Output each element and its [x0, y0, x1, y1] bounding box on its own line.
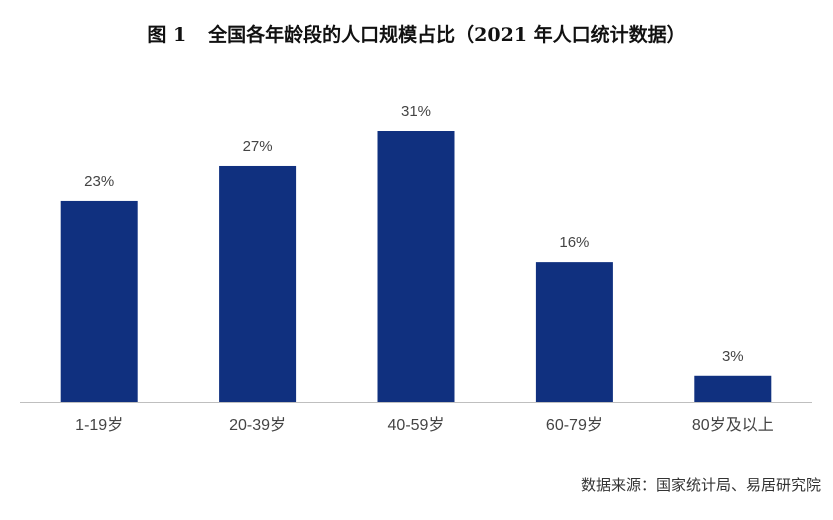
x-tick-label: 60-79岁	[546, 416, 603, 434]
title-text: 全国各年龄段的人口规模占比（2021 年人口统计数据）	[208, 24, 686, 46]
bar	[377, 131, 455, 402]
data-label: 31%	[401, 103, 431, 120]
x-tick-label: 40-59岁	[388, 416, 445, 434]
data-label: 27%	[243, 138, 273, 155]
x-tick-label: 20-39岁	[229, 416, 286, 434]
x-tick-label: 1-19岁	[75, 416, 123, 434]
chart-title: 图 1 全国各年龄段的人口规模占比（2021 年人口统计数据）	[0, 20, 833, 47]
data-label: 23%	[84, 173, 114, 190]
bar	[694, 375, 772, 402]
data-source: 数据来源：国家统计局、易居研究院	[580, 476, 821, 494]
bar	[219, 165, 297, 402]
x-tick-label: 80岁及以上	[692, 416, 774, 434]
data-label: 3%	[722, 348, 744, 365]
data-label: 16%	[559, 234, 589, 251]
bar	[535, 262, 613, 402]
figure-label: 图 1	[147, 24, 187, 46]
bar	[60, 200, 138, 402]
